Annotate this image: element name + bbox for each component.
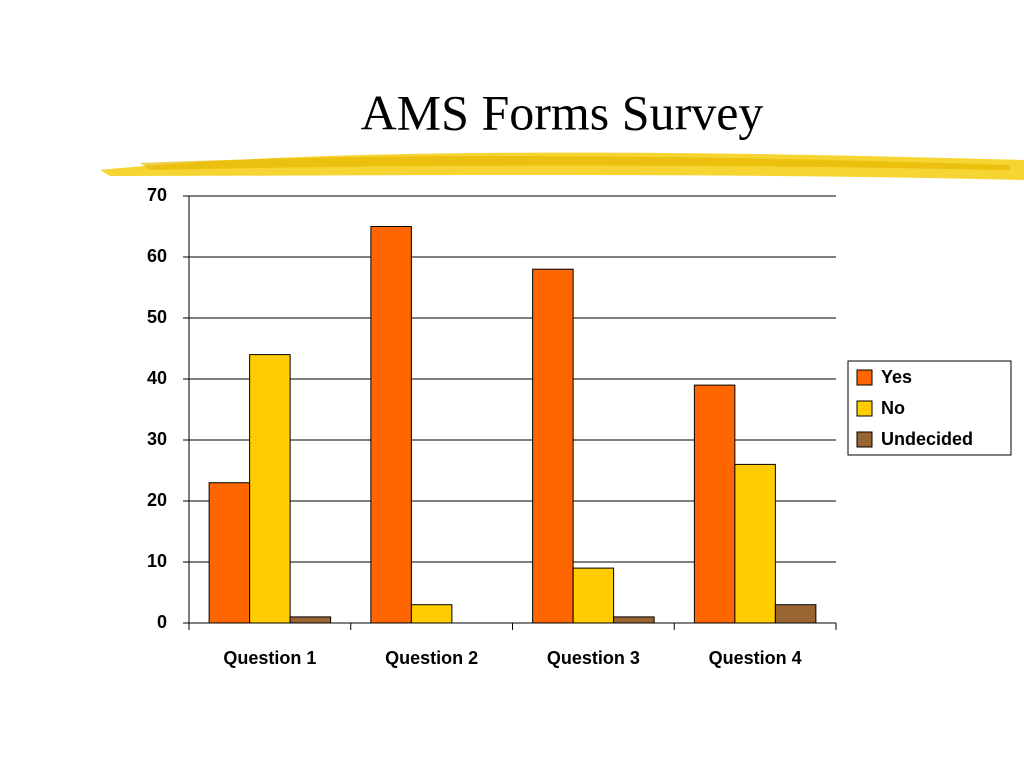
legend-box xyxy=(847,360,1012,456)
bar xyxy=(410,604,453,624)
bar xyxy=(774,604,817,624)
legend-swatch xyxy=(856,400,873,417)
legend-swatch xyxy=(856,431,873,448)
legend-label: No xyxy=(881,398,905,418)
bar xyxy=(572,567,615,624)
x-tick-label: Question 4 xyxy=(709,648,802,668)
legend-label: Undecided xyxy=(881,429,973,449)
x-tick-label: Question 2 xyxy=(385,648,478,668)
x-tick-label: Question 3 xyxy=(547,648,640,668)
y-tick-label: 70 xyxy=(147,185,167,205)
bar xyxy=(289,616,332,624)
y-tick-label: 30 xyxy=(147,429,167,449)
bar xyxy=(734,463,776,624)
brush-stroke xyxy=(100,152,1024,180)
y-tick-label: 50 xyxy=(147,307,167,327)
y-tick-label: 60 xyxy=(147,246,167,266)
y-tick-label: 40 xyxy=(147,368,167,388)
chart-title: AMS Forms Survey xyxy=(361,84,764,140)
y-tick-label: 20 xyxy=(147,490,167,510)
bar xyxy=(532,268,574,624)
bar xyxy=(613,616,655,624)
y-tick-label: 0 xyxy=(157,612,167,632)
legend-swatch xyxy=(856,369,873,386)
bar xyxy=(370,226,412,624)
bar xyxy=(249,354,291,624)
bar xyxy=(693,384,736,624)
legend-label: Yes xyxy=(881,367,912,387)
bar xyxy=(208,482,251,624)
x-tick-label: Question 1 xyxy=(223,648,316,668)
y-tick-label: 10 xyxy=(147,551,167,571)
